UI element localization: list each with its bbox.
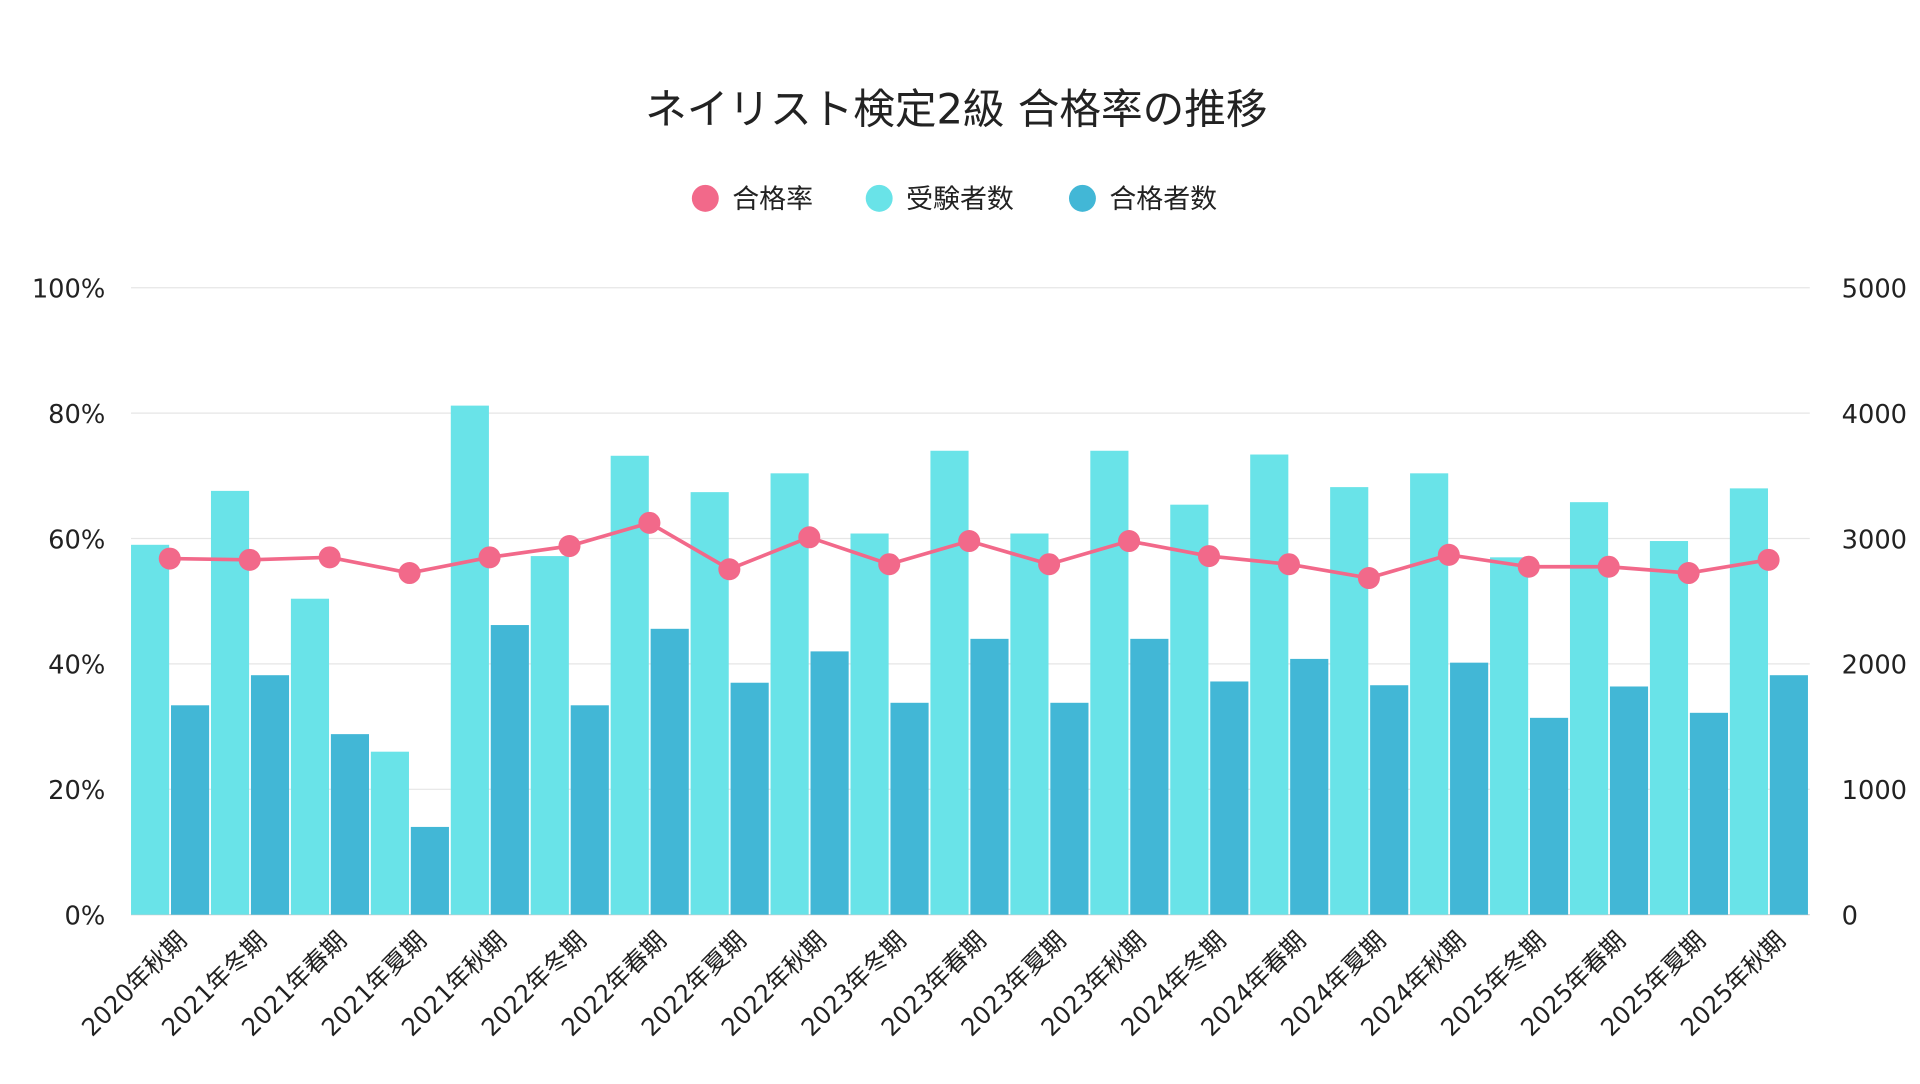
rate-point: [1437, 543, 1460, 566]
rate-point: [1597, 555, 1620, 578]
rate-point: [1118, 530, 1141, 553]
legend-label[interactable]: 受験者数: [906, 184, 1014, 215]
rate-point: [1757, 548, 1780, 571]
right-tick-label: 4000: [1842, 400, 1907, 430]
bar-applicants: [850, 533, 889, 915]
rate-point: [1277, 553, 1300, 576]
bar-passers: [250, 675, 290, 915]
rate-point: [958, 530, 981, 553]
bars: [131, 405, 1808, 915]
legend-label[interactable]: 合格率: [732, 184, 813, 215]
bar-passers: [1609, 686, 1649, 915]
bar-passers: [170, 705, 210, 915]
bar-applicants: [1410, 473, 1449, 915]
bar-applicants: [1330, 487, 1369, 915]
bar-applicants: [1250, 454, 1289, 915]
bar-applicants: [690, 492, 729, 915]
right-tick-label: 1000: [1842, 776, 1907, 806]
bar-passers: [570, 705, 609, 915]
bar-applicants: [530, 556, 569, 915]
legend-marker: [865, 184, 893, 212]
bar-passers: [1290, 658, 1329, 915]
rate-point: [798, 526, 821, 549]
rate-point: [158, 547, 181, 570]
bar-passers: [410, 826, 449, 915]
rate-point: [318, 546, 341, 569]
chart-title: ネイリスト検定2級 合格率の推移: [645, 85, 1267, 134]
bar-passers: [730, 682, 769, 915]
bar-passers: [1530, 717, 1569, 915]
rate-point: [238, 548, 261, 571]
x-axis-labels: 2020年秋期2021年冬期2021年春期2021年夏期2021年秋期2022年…: [76, 925, 1791, 1041]
rate-point: [718, 558, 741, 581]
bar-passers: [1370, 685, 1409, 915]
bar-passers: [1769, 675, 1808, 915]
bar-passers: [1050, 702, 1089, 915]
rate-point: [478, 546, 501, 569]
left-tick-label: 100%: [32, 275, 105, 305]
bar-applicants: [1490, 557, 1529, 915]
left-tick-label: 0%: [65, 901, 106, 931]
rate-point: [1517, 555, 1540, 578]
right-tick-label: 0: [1842, 901, 1858, 931]
rate-point: [1038, 553, 1061, 576]
legend-marker: [691, 184, 719, 212]
rate-point: [1677, 561, 1700, 585]
bar-applicants: [290, 598, 330, 915]
bar-passers: [890, 702, 929, 915]
bar-passers: [1210, 681, 1249, 915]
grid: 0% 0 20% 1000 40% 2000 60% 3000 80% 4000 100% 5000: [32, 275, 1907, 932]
rate-point: [558, 535, 581, 558]
left-tick-label: 20%: [48, 776, 105, 806]
bar-applicants: [131, 544, 170, 915]
bar-passers: [1450, 662, 1489, 915]
bar-passers: [490, 625, 529, 915]
bar-passers: [1130, 638, 1169, 915]
bar-applicants: [1649, 541, 1689, 915]
right-tick-label: 5000: [1842, 275, 1907, 305]
bar-passers: [970, 638, 1009, 915]
rate-point: [1357, 567, 1380, 590]
legend-marker: [1068, 184, 1096, 212]
rate-point: [1197, 545, 1221, 568]
rate-point: [398, 561, 421, 585]
left-tick-label: 80%: [48, 400, 105, 430]
rate-line: [158, 511, 1780, 590]
rate-point: [638, 511, 661, 534]
legend: 合格率 受験者数 合格者数: [691, 184, 1217, 215]
bar-applicants: [1010, 533, 1049, 915]
bar-passers: [810, 651, 849, 915]
left-tick-label: 40%: [48, 651, 105, 681]
bar-applicants: [1090, 450, 1129, 915]
rate-point: [878, 553, 901, 576]
right-tick-label: 2000: [1842, 651, 1907, 681]
bar-passers: [650, 628, 689, 915]
bar-applicants: [930, 450, 969, 915]
bar-applicants: [370, 751, 409, 915]
right-tick-label: 3000: [1842, 525, 1907, 555]
left-tick-label: 60%: [48, 525, 105, 555]
bar-applicants: [450, 405, 489, 915]
bar-passers: [330, 734, 370, 915]
bar-passers: [1689, 712, 1729, 915]
bar-applicants: [1170, 504, 1209, 915]
legend-label[interactable]: 合格者数: [1109, 184, 1217, 215]
